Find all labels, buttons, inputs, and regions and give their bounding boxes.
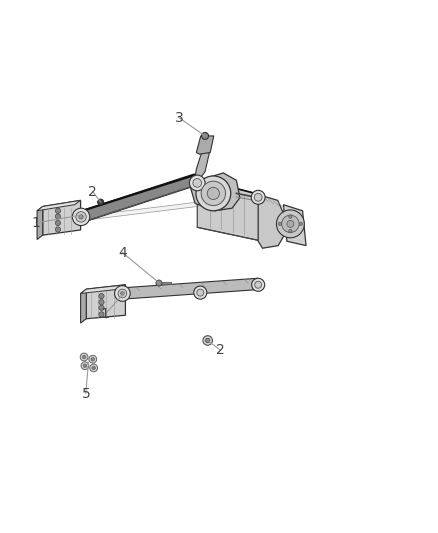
Polygon shape bbox=[122, 278, 258, 299]
Circle shape bbox=[83, 364, 87, 367]
Circle shape bbox=[55, 227, 60, 232]
Circle shape bbox=[282, 215, 299, 232]
Circle shape bbox=[201, 133, 208, 140]
Circle shape bbox=[99, 300, 104, 305]
Text: 2: 2 bbox=[216, 343, 225, 357]
Circle shape bbox=[252, 278, 265, 292]
Circle shape bbox=[72, 208, 90, 225]
Circle shape bbox=[196, 176, 231, 211]
Circle shape bbox=[254, 281, 261, 288]
Circle shape bbox=[156, 280, 162, 286]
Circle shape bbox=[289, 215, 292, 219]
Circle shape bbox=[80, 353, 88, 361]
Circle shape bbox=[197, 289, 204, 296]
Circle shape bbox=[299, 222, 303, 225]
Polygon shape bbox=[191, 173, 240, 211]
Circle shape bbox=[193, 179, 201, 187]
Circle shape bbox=[205, 338, 210, 343]
Circle shape bbox=[90, 364, 98, 372]
Polygon shape bbox=[79, 174, 198, 222]
Text: 5: 5 bbox=[81, 386, 90, 401]
Circle shape bbox=[287, 220, 294, 228]
Circle shape bbox=[278, 222, 282, 225]
Polygon shape bbox=[197, 179, 262, 241]
Circle shape bbox=[115, 286, 130, 301]
Circle shape bbox=[82, 356, 86, 359]
Text: 1: 1 bbox=[101, 308, 110, 321]
Circle shape bbox=[55, 220, 60, 225]
Polygon shape bbox=[283, 205, 306, 246]
Polygon shape bbox=[81, 285, 125, 294]
Circle shape bbox=[207, 187, 219, 199]
Circle shape bbox=[55, 208, 60, 213]
Circle shape bbox=[189, 175, 205, 191]
Circle shape bbox=[254, 193, 262, 201]
Circle shape bbox=[89, 356, 97, 363]
Polygon shape bbox=[43, 200, 81, 235]
Polygon shape bbox=[196, 136, 214, 154]
Circle shape bbox=[289, 229, 292, 233]
Text: 3: 3 bbox=[175, 111, 184, 125]
Polygon shape bbox=[37, 200, 81, 211]
Circle shape bbox=[118, 289, 127, 298]
Polygon shape bbox=[86, 285, 125, 319]
Circle shape bbox=[120, 292, 124, 295]
Circle shape bbox=[91, 358, 95, 361]
Circle shape bbox=[99, 305, 104, 310]
Polygon shape bbox=[258, 195, 284, 248]
Text: 4: 4 bbox=[118, 246, 127, 260]
Text: 2: 2 bbox=[88, 184, 97, 199]
Circle shape bbox=[99, 294, 104, 298]
Polygon shape bbox=[122, 280, 258, 297]
Circle shape bbox=[76, 212, 86, 222]
Circle shape bbox=[203, 336, 212, 345]
Polygon shape bbox=[37, 206, 43, 239]
Circle shape bbox=[201, 181, 226, 206]
Circle shape bbox=[55, 214, 60, 219]
Circle shape bbox=[276, 210, 304, 238]
Circle shape bbox=[81, 362, 89, 370]
Circle shape bbox=[194, 286, 207, 299]
Circle shape bbox=[251, 190, 265, 204]
Circle shape bbox=[98, 199, 104, 205]
Circle shape bbox=[99, 312, 104, 317]
Polygon shape bbox=[195, 150, 209, 180]
Polygon shape bbox=[81, 289, 86, 323]
Circle shape bbox=[92, 366, 95, 370]
Circle shape bbox=[79, 215, 83, 219]
Text: 1: 1 bbox=[32, 216, 41, 230]
Polygon shape bbox=[81, 195, 258, 221]
